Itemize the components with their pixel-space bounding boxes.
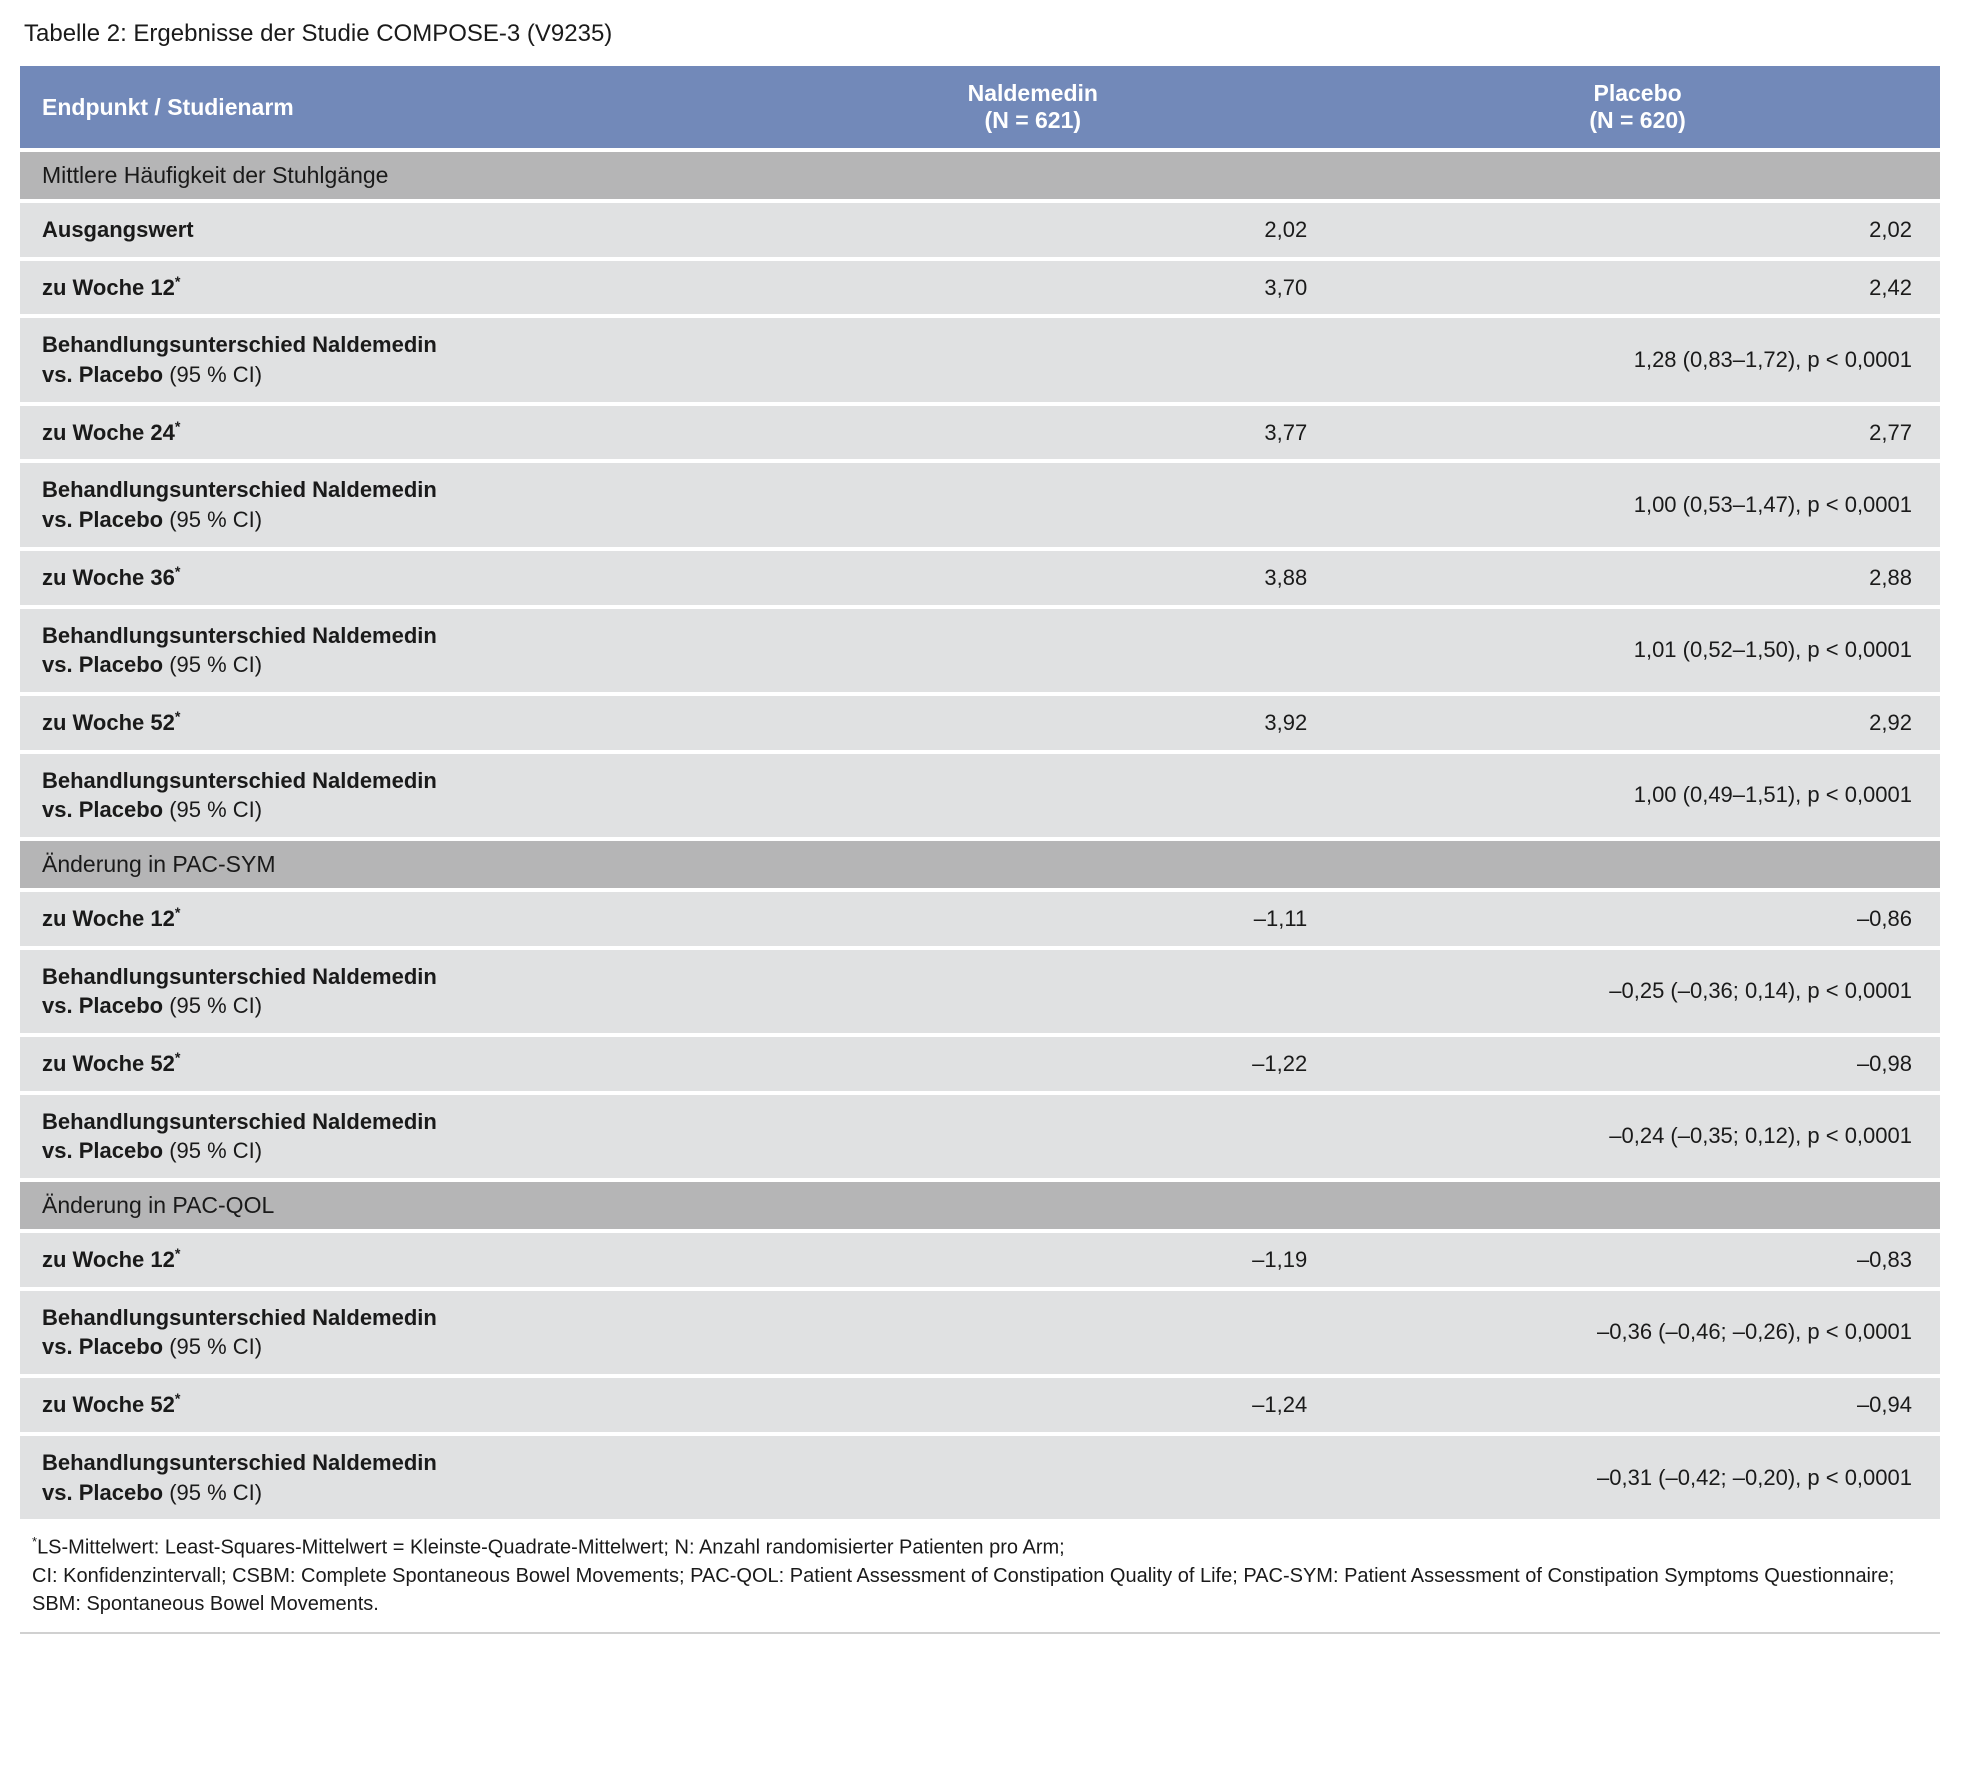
row-label: Ausgangswert bbox=[20, 201, 730, 259]
cell-placebo: 2,77 bbox=[1335, 404, 1940, 462]
table-footnote: *LS-Mittelwert: Least-Squares-Mittelwert… bbox=[20, 1519, 1940, 1634]
row-label: Behandlungsunterschied Naldemedinvs. Pla… bbox=[20, 1093, 730, 1180]
col-header-naldemedin: Naldemedin (N = 621) bbox=[730, 66, 1335, 150]
col-header-line2: (N = 621) bbox=[748, 107, 1317, 134]
cell-naldemedin: –1,24 bbox=[730, 1376, 1335, 1434]
cell-difference: –0,36 (–0,46; –0,26), p < 0,0001 bbox=[730, 1289, 1940, 1376]
table-row: zu Woche 52*–1,22–0,98 bbox=[20, 1035, 1940, 1093]
cell-naldemedin: 3,92 bbox=[730, 694, 1335, 752]
cell-difference: –0,24 (–0,35; 0,12), p < 0,0001 bbox=[730, 1093, 1940, 1180]
table-row: zu Woche 24*3,772,77 bbox=[20, 404, 1940, 462]
cell-placebo: –0,94 bbox=[1335, 1376, 1940, 1434]
cell-naldemedin: 3,77 bbox=[730, 404, 1335, 462]
cell-placebo: 2,02 bbox=[1335, 201, 1940, 259]
section-title: Änderung in PAC-QOL bbox=[20, 1180, 1940, 1231]
row-label: zu Woche 36* bbox=[20, 549, 730, 607]
row-label: Behandlungsunterschied Naldemedinvs. Pla… bbox=[20, 461, 730, 548]
cell-naldemedin: 2,02 bbox=[730, 201, 1335, 259]
table-body: Mittlere Häufigkeit der StuhlgängeAusgan… bbox=[20, 150, 1940, 1519]
row-label: zu Woche 12* bbox=[20, 259, 730, 317]
col-header-line1: Placebo bbox=[1353, 80, 1922, 107]
cell-difference: 1,00 (0,49–1,51), p < 0,0001 bbox=[730, 752, 1940, 839]
cell-placebo: –0,98 bbox=[1335, 1035, 1940, 1093]
cell-placebo: –0,86 bbox=[1335, 890, 1940, 948]
cell-placebo: 2,92 bbox=[1335, 694, 1940, 752]
row-label: zu Woche 12* bbox=[20, 1231, 730, 1289]
cell-difference: –0,31 (–0,42; –0,20), p < 0,0001 bbox=[730, 1434, 1940, 1519]
cell-naldemedin: –1,19 bbox=[730, 1231, 1335, 1289]
table-row: Ausgangswert2,022,02 bbox=[20, 201, 1940, 259]
table-row: zu Woche 12*3,702,42 bbox=[20, 259, 1940, 317]
cell-difference: 1,28 (0,83–1,72), p < 0,0001 bbox=[730, 316, 1940, 403]
cell-difference: –0,25 (–0,36; 0,14), p < 0,0001 bbox=[730, 948, 1940, 1035]
table-row: zu Woche 52*3,922,92 bbox=[20, 694, 1940, 752]
table-header-row: Endpunkt / Studienarm Naldemedin (N = 62… bbox=[20, 66, 1940, 150]
cell-difference: 1,01 (0,52–1,50), p < 0,0001 bbox=[730, 607, 1940, 694]
footnote-line1: LS-Mittelwert: Least-Squares-Mittelwert … bbox=[37, 1537, 1065, 1559]
section-row: Änderung in PAC-QOL bbox=[20, 1180, 1940, 1231]
section-row: Mittlere Häufigkeit der Stuhlgänge bbox=[20, 150, 1940, 201]
table-caption: Tabelle 2: Ergebnisse der Studie COMPOSE… bbox=[24, 20, 1940, 48]
cell-naldemedin: –1,22 bbox=[730, 1035, 1335, 1093]
row-label: zu Woche 52* bbox=[20, 1376, 730, 1434]
table-row: zu Woche 36*3,882,88 bbox=[20, 549, 1940, 607]
cell-naldemedin: 3,70 bbox=[730, 259, 1335, 317]
row-label: Behandlungsunterschied Naldemedinvs. Pla… bbox=[20, 1289, 730, 1376]
col-header-endpoint: Endpunkt / Studienarm bbox=[20, 66, 730, 150]
cell-naldemedin: 3,88 bbox=[730, 549, 1335, 607]
col-header-line1: Naldemedin bbox=[748, 80, 1317, 107]
cell-placebo: –0,83 bbox=[1335, 1231, 1940, 1289]
table-row: zu Woche 12*–1,11–0,86 bbox=[20, 890, 1940, 948]
table-row: Behandlungsunterschied Naldemedinvs. Pla… bbox=[20, 607, 1940, 694]
cell-difference: 1,00 (0,53–1,47), p < 0,0001 bbox=[730, 461, 1940, 548]
section-row: Änderung in PAC-SYM bbox=[20, 839, 1940, 890]
row-label: Behandlungsunterschied Naldemedinvs. Pla… bbox=[20, 607, 730, 694]
section-title: Mittlere Häufigkeit der Stuhlgänge bbox=[20, 150, 1940, 201]
row-label: Behandlungsunterschied Naldemedinvs. Pla… bbox=[20, 948, 730, 1035]
col-header-line2: (N = 620) bbox=[1353, 107, 1922, 134]
table-row: Behandlungsunterschied Naldemedinvs. Pla… bbox=[20, 752, 1940, 839]
footnote-line2: CI: Konfidenzintervall; CSBM: Complete S… bbox=[32, 1565, 1894, 1615]
row-label: Behandlungsunterschied Naldemedinvs. Pla… bbox=[20, 1434, 730, 1519]
row-label: zu Woche 52* bbox=[20, 694, 730, 752]
table-row: Behandlungsunterschied Naldemedinvs. Pla… bbox=[20, 1434, 1940, 1519]
table-row: Behandlungsunterschied Naldemedinvs. Pla… bbox=[20, 1289, 1940, 1376]
results-table: Endpunkt / Studienarm Naldemedin (N = 62… bbox=[20, 66, 1940, 1519]
col-header-placebo: Placebo (N = 620) bbox=[1335, 66, 1940, 150]
row-label: zu Woche 12* bbox=[20, 890, 730, 948]
table-row: Behandlungsunterschied Naldemedinvs. Pla… bbox=[20, 1093, 1940, 1180]
row-label: zu Woche 24* bbox=[20, 404, 730, 462]
table-row: Behandlungsunterschied Naldemedinvs. Pla… bbox=[20, 461, 1940, 548]
table-row: Behandlungsunterschied Naldemedinvs. Pla… bbox=[20, 316, 1940, 403]
table-row: zu Woche 12*–1,19–0,83 bbox=[20, 1231, 1940, 1289]
cell-naldemedin: –1,11 bbox=[730, 890, 1335, 948]
table-row: Behandlungsunterschied Naldemedinvs. Pla… bbox=[20, 948, 1940, 1035]
row-label: zu Woche 52* bbox=[20, 1035, 730, 1093]
section-title: Änderung in PAC-SYM bbox=[20, 839, 1940, 890]
cell-placebo: 2,88 bbox=[1335, 549, 1940, 607]
row-label: Behandlungsunterschied Naldemedinvs. Pla… bbox=[20, 316, 730, 403]
row-label: Behandlungsunterschied Naldemedinvs. Pla… bbox=[20, 752, 730, 839]
table-row: zu Woche 52*–1,24–0,94 bbox=[20, 1376, 1940, 1434]
cell-placebo: 2,42 bbox=[1335, 259, 1940, 317]
table-container: Tabelle 2: Ergebnisse der Studie COMPOSE… bbox=[20, 20, 1940, 1634]
